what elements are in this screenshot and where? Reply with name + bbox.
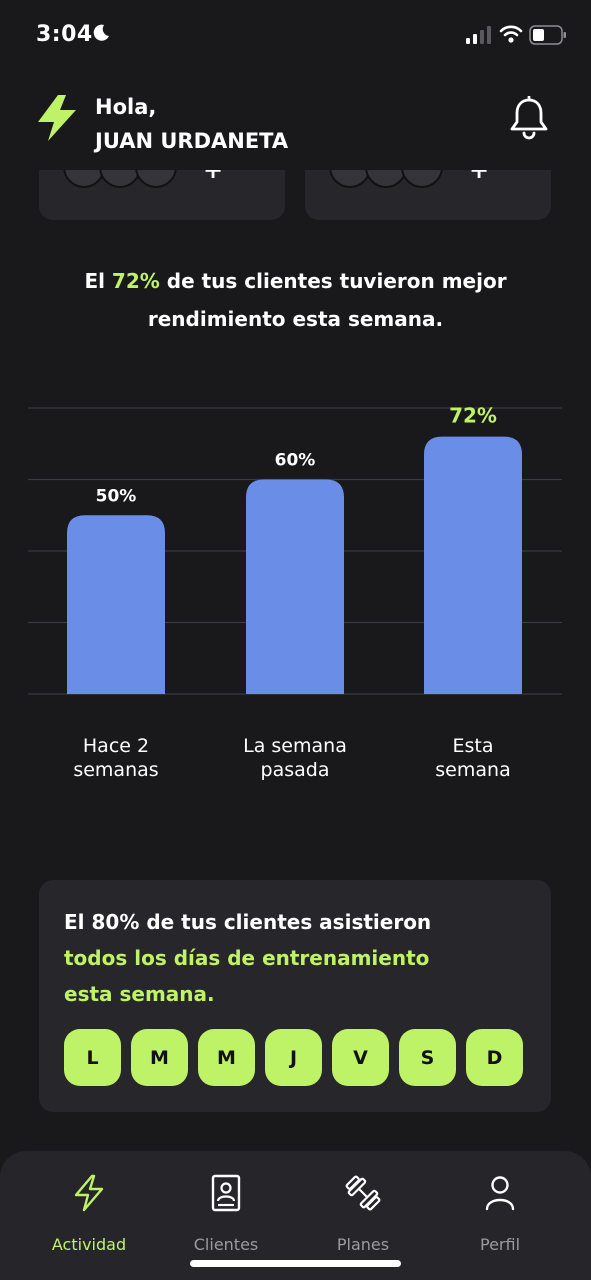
- day-chip-monday[interactable]: L: [64, 1029, 121, 1086]
- bolt-logo-icon: [38, 95, 76, 141]
- status-bar: 3:04: [0, 0, 591, 70]
- attendance-text: El 80% de tus clientes asistieron todos …: [64, 904, 431, 1012]
- chart-category-label: pasada: [261, 759, 330, 781]
- attendance-line3: esta semana.: [64, 982, 215, 1006]
- performance-headline: El 72% de tus clientes tuvieron mejor re…: [40, 262, 551, 338]
- chart-category-label: Esta: [453, 735, 494, 757]
- chart-data-label: 60%: [275, 451, 316, 471]
- greeting-hello: Hola,: [95, 95, 157, 119]
- cellular-signal-icon: [466, 26, 491, 44]
- contact-book-icon: [211, 1174, 241, 1212]
- day-chip-thursday[interactable]: J: [265, 1029, 322, 1086]
- app-header: Hola, JUAN URDANETA: [0, 80, 591, 170]
- day-chip-friday[interactable]: V: [332, 1029, 389, 1086]
- nav-item-perfil[interactable]: Perfil: [440, 1173, 560, 1254]
- chart-category-label: semana: [435, 759, 510, 781]
- chart-category-label: La semana: [243, 735, 347, 757]
- nav-item-clientes[interactable]: Clientes: [166, 1173, 286, 1254]
- chart-data-label: 72%: [449, 404, 497, 428]
- greeting: Hola, JUAN URDANETA: [95, 90, 288, 158]
- nav-label: Planes: [336, 1235, 390, 1254]
- chart-category-label: semanas: [73, 759, 158, 781]
- person-icon: [485, 1176, 515, 1211]
- day-chip-sunday[interactable]: D: [466, 1029, 523, 1086]
- attendance-card: El 80% de tus clientes asistieron todos …: [39, 880, 551, 1112]
- user-name: JUAN URDANETA: [95, 129, 289, 153]
- notification-bell-icon[interactable]: [508, 96, 550, 140]
- headline-rest: de tus clientes tuvieron mejor: [159, 269, 507, 293]
- attendance-line2: todos los días de entrenamiento: [64, 946, 430, 970]
- day-chip-tuesday[interactable]: M: [131, 1029, 188, 1086]
- day-chip-wednesday[interactable]: M: [198, 1029, 255, 1086]
- wifi-icon: [499, 25, 523, 43]
- battery-icon: [529, 25, 566, 45]
- chart-category-label: Hace 2: [83, 735, 149, 757]
- weekday-list: L M M J V S D: [64, 1029, 523, 1086]
- status-time: 3:04: [36, 22, 93, 47]
- attendance-line1: El 80% de tus clientes asistieron: [64, 910, 432, 934]
- bottom-navigation: Actividad Clientes Planes Perfil: [0, 1151, 591, 1280]
- nav-item-planes[interactable]: Planes: [303, 1173, 423, 1254]
- moon-icon: [93, 24, 109, 41]
- headline-highlight: 72%: [111, 269, 160, 293]
- nav-label: Perfil: [479, 1235, 521, 1254]
- dumbbell-icon: [345, 1175, 381, 1211]
- chart-data-label: 50%: [96, 486, 137, 506]
- headline-line2: rendimiento esta semana.: [147, 307, 444, 331]
- bolt-icon: [74, 1174, 104, 1212]
- day-chip-saturday[interactable]: S: [399, 1029, 456, 1086]
- chart-bar: [424, 436, 522, 694]
- chart-bar: [67, 515, 165, 694]
- nav-item-actividad[interactable]: Actividad: [29, 1173, 149, 1254]
- chart-bar: [246, 479, 344, 694]
- nav-label: Clientes: [193, 1235, 259, 1254]
- headline-prefix: El: [84, 269, 112, 293]
- home-indicator: [190, 1260, 401, 1267]
- nav-label: Actividad: [51, 1235, 127, 1254]
